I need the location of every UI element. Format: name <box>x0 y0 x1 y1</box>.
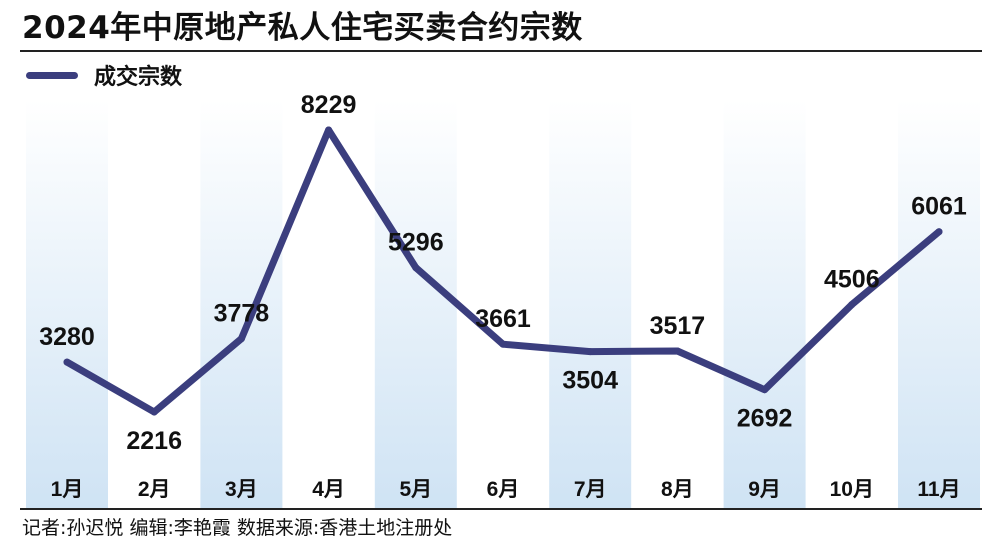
data-point <box>761 386 769 394</box>
data-label: 3517 <box>650 312 706 340</box>
background-band <box>723 100 806 508</box>
line-chart: 3280 2216 3778 8229 5296 3661 3504 3517 2692 4506… <box>26 91 980 508</box>
x-tick-label: 5月 <box>399 478 432 501</box>
x-axis-ticks: 1月 2月 3月 4月 5月 6月 7月 8月 9月 10月 11月 <box>51 478 961 501</box>
data-label: 2692 <box>737 405 793 433</box>
data-label: 3280 <box>39 323 95 351</box>
x-tick-label: 8月 <box>661 478 694 501</box>
data-label: 3504 <box>562 367 618 395</box>
data-point <box>150 408 158 416</box>
title-divider <box>20 50 982 52</box>
data-label: 8229 <box>301 91 357 119</box>
legend: 成交宗数 <box>26 60 182 90</box>
data-point <box>935 228 943 236</box>
footer-divider <box>20 508 982 510</box>
x-tick-label: 1月 <box>51 478 84 501</box>
data-point <box>237 335 245 343</box>
data-point <box>586 348 594 356</box>
data-label: 5296 <box>388 229 444 257</box>
x-tick-label: 3月 <box>225 478 258 501</box>
legend-label: 成交宗数 <box>94 65 183 90</box>
credits: 记者:孙迟悦 编辑:李艳霞 数据来源:香港土地注册处 <box>22 517 453 539</box>
data-point <box>63 358 71 366</box>
background-band <box>374 100 457 508</box>
x-tick-label: 4月 <box>312 478 345 501</box>
data-label: 6061 <box>911 193 967 221</box>
data-label: 4506 <box>824 266 880 294</box>
data-point <box>673 347 681 355</box>
background-bands <box>26 100 980 508</box>
data-label: 3778 <box>214 300 270 328</box>
data-labels: 3280 2216 3778 8229 5296 3661 3504 3517 2692 4506… <box>39 91 967 455</box>
background-band <box>200 100 283 508</box>
data-point <box>412 264 420 272</box>
background-band <box>26 100 108 508</box>
background-band <box>549 100 632 508</box>
legend-line-swatch <box>26 71 78 79</box>
x-tick-label: 11月 <box>917 478 960 501</box>
data-label: 3661 <box>475 305 531 333</box>
data-label: 2216 <box>126 427 182 455</box>
background-band <box>898 100 980 508</box>
series-layer <box>63 126 943 416</box>
x-tick-label: 6月 <box>487 478 520 501</box>
data-point <box>499 340 507 348</box>
chart-title: 2024年中原地产私人住宅买卖合约宗数 <box>22 10 583 46</box>
x-tick-label: 2月 <box>138 478 171 501</box>
data-point <box>325 126 333 134</box>
series-line <box>63 126 943 416</box>
data-point <box>848 301 856 309</box>
x-tick-label: 10月 <box>830 478 874 501</box>
x-tick-label: 9月 <box>748 478 781 501</box>
x-tick-label: 7月 <box>574 478 607 501</box>
